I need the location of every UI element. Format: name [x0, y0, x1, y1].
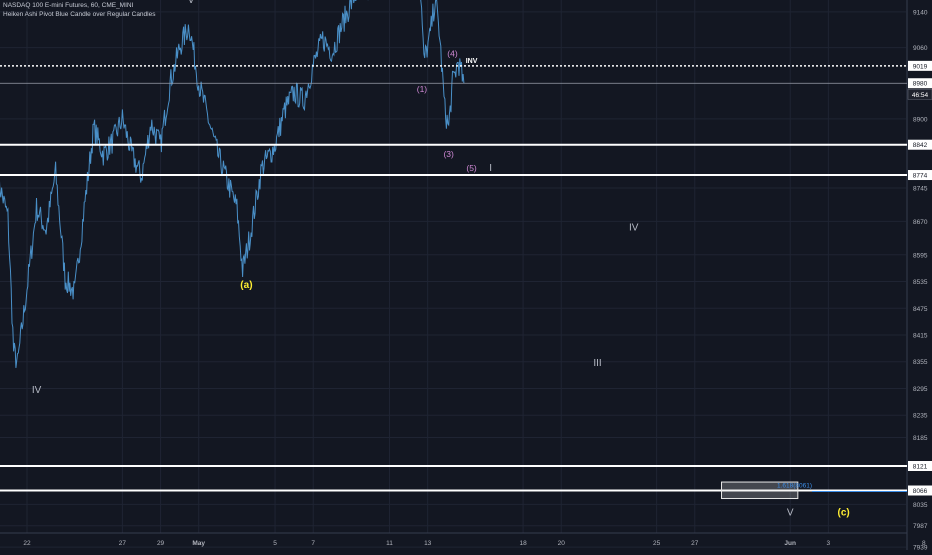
price-axis-tick-label: 8595	[913, 252, 928, 259]
price-axis-tick-label: 8235	[913, 413, 928, 420]
wave-label: IV	[32, 385, 42, 396]
wave-label: (1)	[417, 84, 428, 94]
time-axis-tick-label: 29	[157, 540, 165, 547]
price-axis-label-box	[908, 461, 932, 471]
price-axis-label-text: 8066	[913, 488, 928, 495]
price-axis-tick-label: 8670	[913, 219, 928, 226]
wave-label: (4)	[447, 48, 458, 58]
wave-label: (3)	[443, 149, 454, 159]
wave-label: INV	[466, 58, 478, 65]
fib-extension-label: 1.618(8061)	[777, 483, 812, 490]
wave-label: (c)	[838, 507, 850, 518]
price-axis-tick-label: 8355	[913, 359, 928, 366]
price-axis-label-box	[908, 60, 932, 71]
time-axis-tick-label: 11	[386, 540, 393, 547]
price-axis-tick-label: 8185	[913, 435, 928, 442]
time-axis-tick-label: 18	[519, 540, 527, 547]
price-axis-label-text: 8842	[913, 142, 928, 149]
price-axis-tick-label: 8745	[913, 185, 928, 192]
wave-label: I	[489, 163, 492, 174]
price-axis-tick-label: 8295	[913, 386, 928, 393]
time-axis-tick-label: 5	[273, 540, 277, 547]
time-axis-tick-label: 20	[558, 540, 566, 547]
time-axis-tick-label: 27	[691, 540, 699, 547]
price-axis-label-text: 46:54	[912, 92, 929, 99]
price-axis-label-text: 8121	[913, 464, 928, 471]
wave-label: (a)	[240, 280, 252, 291]
price-axis-label-box	[908, 78, 932, 89]
price-series-line	[0, 0, 465, 368]
time-axis-tick-label: 7	[311, 540, 315, 547]
wave-label: IV	[629, 222, 639, 233]
wave-label: (5)	[466, 163, 477, 173]
time-axis-tick-label: Jun	[784, 540, 796, 547]
wave-label: III	[593, 358, 601, 369]
price-axis-tick-label: 8035	[913, 502, 928, 509]
target-zone-box[interactable]	[721, 481, 799, 500]
price-axis-label-text: 8774	[913, 173, 928, 180]
price-axis-label-text: 9019	[913, 63, 928, 70]
price-axis-tick-label: 8475	[913, 306, 928, 313]
price-axis-tick-label: 8900	[913, 116, 928, 123]
price-axis-tick-label: 9140	[913, 9, 928, 16]
time-axis-tick-label: 25	[653, 540, 661, 547]
price-axis-label-box	[908, 485, 932, 496]
price-axis-label-box	[907, 89, 932, 100]
time-axis-tick-label: 22	[23, 540, 31, 547]
time-axis-tick-label: 27	[119, 540, 127, 547]
price-axis-tick-label: 8535	[913, 279, 928, 286]
price-axis-label-text: 8980	[913, 81, 928, 88]
price-axis-label-box	[908, 170, 932, 181]
time-axis-tick-label: 13	[424, 540, 432, 547]
chart-symbol-title: NASDAQ 100 E-mini Futures, 60, CME_MINI	[3, 2, 134, 9]
wave-label: V	[188, 0, 195, 6]
price-axis-tick-label: 8415	[913, 332, 928, 339]
time-axis-tick-label: 3	[827, 540, 831, 547]
price-axis-label-box	[908, 139, 932, 150]
wave-label: V	[787, 507, 794, 518]
price-axis-tick-label: 9060	[913, 45, 928, 52]
price-axis-tick-label: 7939	[913, 545, 928, 550]
time-axis-tick-label: 8	[922, 540, 926, 547]
time-axis-tick-label: May	[192, 540, 205, 547]
chart-indicator-title: Heiken Ashi Pivot Blue Candle over Regul…	[3, 11, 156, 18]
price-axis-tick-label: 7987	[913, 523, 928, 530]
